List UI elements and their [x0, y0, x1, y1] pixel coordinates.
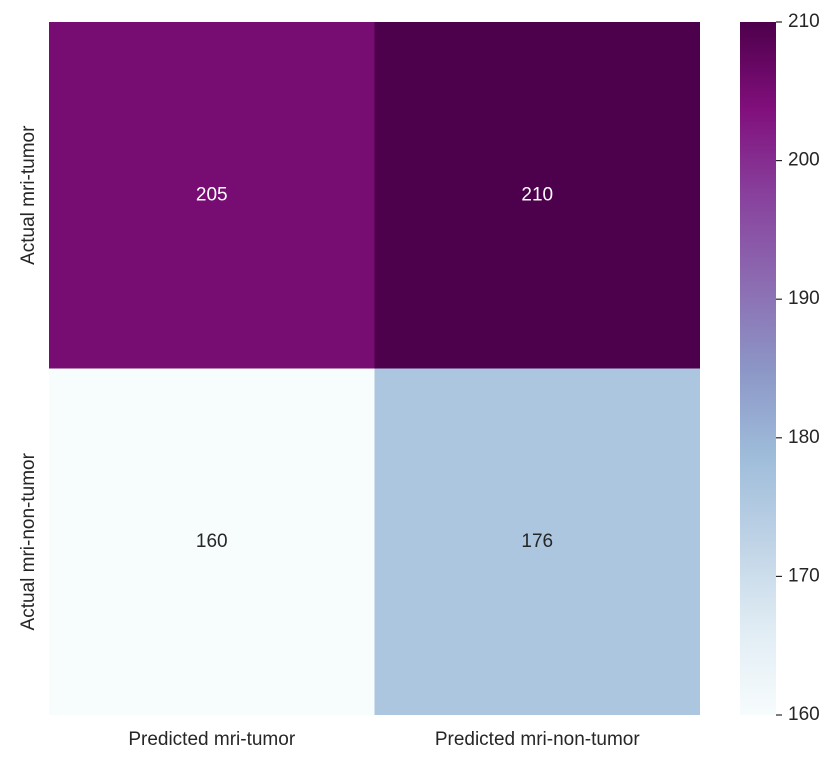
colorbar-tick-label: 190 — [788, 288, 820, 309]
colorbar-tick-labels: 160 170 180 190 200 210 — [788, 11, 820, 725]
colorbar-ticks — [776, 21, 782, 716]
heatmap-cells — [49, 22, 700, 715]
colorbar-tick-label: 210 — [788, 11, 820, 32]
y-axis-labels: Actual mri-tumor Actual mri-non-tumor — [18, 125, 39, 631]
heatmap-cell-0-1 — [374, 22, 700, 369]
colorbar-tick-label: 180 — [788, 427, 820, 448]
cell-label-0-1: 210 — [521, 184, 553, 205]
x-tick-label-1: Predicted mri-non-tumor — [435, 729, 641, 750]
colorbar-tick-label: 200 — [788, 150, 820, 171]
heatmap-cell-0-0 — [49, 22, 375, 369]
colorbar-gradient-bar — [740, 22, 776, 715]
heatmap-cell-1-1 — [374, 368, 700, 715]
heatmap-cell-1-0 — [49, 368, 375, 715]
y-tick-label-1: Actual mri-non-tumor — [18, 452, 39, 630]
cell-label-1-1: 176 — [521, 531, 553, 552]
colorbar-tick-label: 160 — [788, 704, 820, 725]
colorbar: 160 170 180 190 200 210 — [740, 11, 820, 725]
x-tick-label-0: Predicted mri-tumor — [128, 729, 295, 750]
cell-label-0-0: 205 — [196, 184, 228, 205]
cell-label-1-0: 160 — [196, 531, 228, 552]
colorbar-tick-label: 170 — [788, 565, 820, 586]
y-tick-label-0: Actual mri-tumor — [18, 125, 39, 265]
x-axis-labels: Predicted mri-tumor Predicted mri-non-tu… — [128, 729, 640, 750]
heatmap-cell-labels: 205 210 160 176 — [196, 184, 553, 552]
